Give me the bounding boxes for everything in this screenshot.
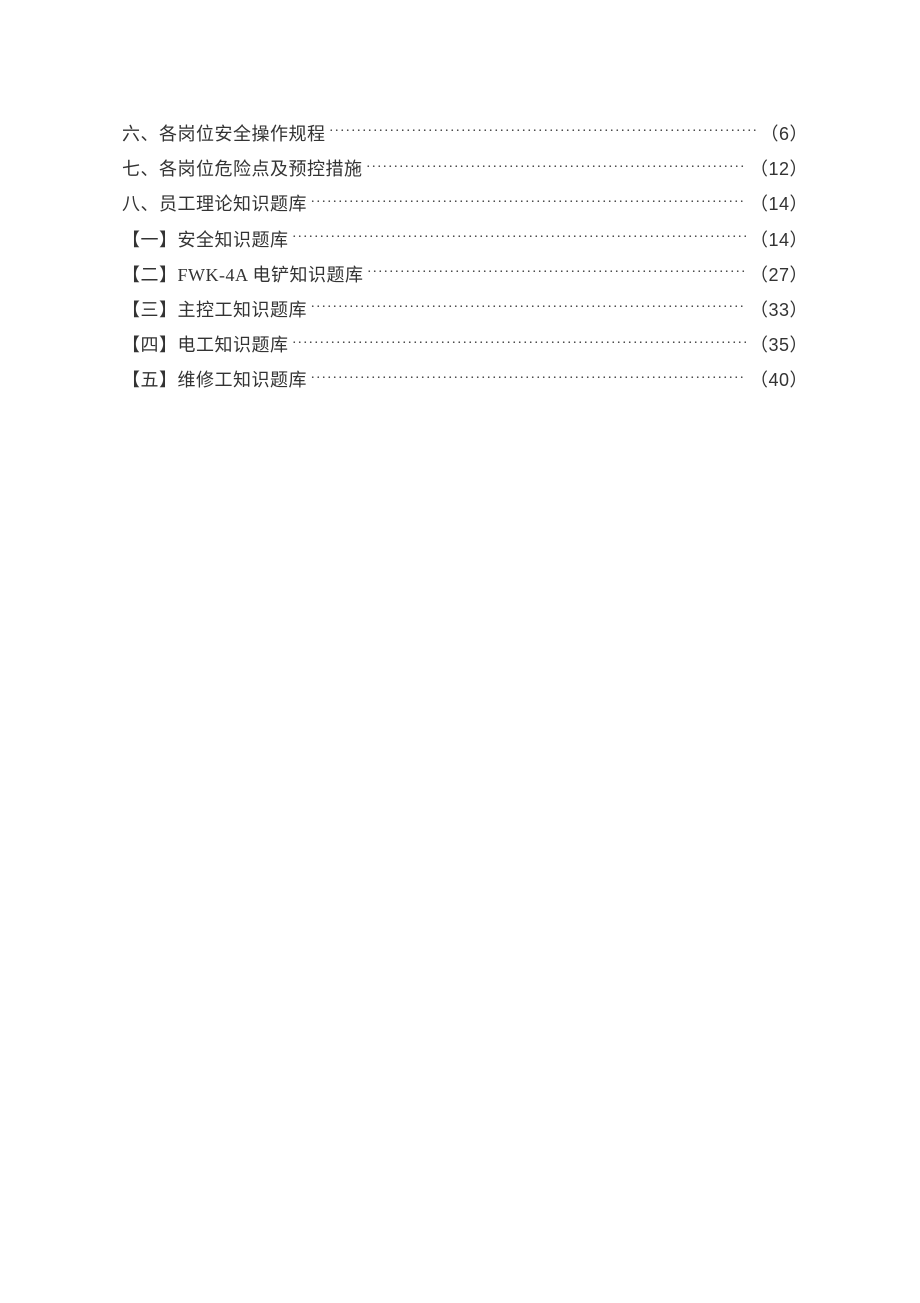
- toc-entry-title: 【二】FWK-4A 电铲知识题库: [122, 263, 364, 288]
- toc-entry-page: （14）: [750, 228, 808, 253]
- toc-entry: 【一】安全知识题库 （14）: [122, 228, 808, 253]
- toc-leader: [368, 263, 746, 281]
- toc-entry-title: 【五】维修工知识题库: [122, 368, 307, 393]
- toc-entry: 【四】电工知识题库 （35）: [122, 333, 808, 358]
- toc-entry: 【二】FWK-4A 电铲知识题库 （27）: [122, 263, 808, 288]
- toc-entry-title: 【一】安全知识题库: [122, 228, 289, 253]
- toc-entry: 七、各岗位危险点及预控措施 （12）: [122, 157, 808, 182]
- toc-entry-page: （27）: [750, 263, 808, 288]
- toc-entry: 【五】维修工知识题库 （40）: [122, 368, 808, 393]
- toc-leader: [311, 298, 746, 316]
- table-of-contents: 六、各岗位安全操作规程 （6） 七、各岗位危险点及预控措施 （12） 八、员工理…: [122, 122, 808, 394]
- toc-leader: [293, 228, 746, 246]
- toc-entry-page: （12）: [750, 157, 808, 182]
- toc-leader: [293, 333, 746, 351]
- toc-entry-page: （14）: [750, 192, 808, 217]
- toc-entry: 八、员工理论知识题库 （14）: [122, 192, 808, 217]
- toc-entry-title: 【四】电工知识题库: [122, 333, 289, 358]
- toc-entry-title: 八、员工理论知识题库: [122, 192, 307, 217]
- toc-entry-title: 【三】主控工知识题库: [122, 298, 307, 323]
- toc-entry-page: （40）: [750, 368, 808, 393]
- toc-entry: 【三】主控工知识题库 （33）: [122, 298, 808, 323]
- toc-leader: [311, 192, 746, 210]
- toc-entry-page: （35）: [750, 333, 808, 358]
- toc-leader: [330, 122, 757, 140]
- toc-leader: [367, 157, 746, 175]
- toc-entry-title: 七、各岗位危险点及预控措施: [122, 157, 363, 182]
- toc-entry-page: （6）: [760, 122, 808, 147]
- toc-leader: [311, 368, 746, 386]
- toc-entry: 六、各岗位安全操作规程 （6）: [122, 122, 808, 147]
- toc-entry-title: 六、各岗位安全操作规程: [122, 122, 326, 147]
- toc-entry-page: （33）: [750, 298, 808, 323]
